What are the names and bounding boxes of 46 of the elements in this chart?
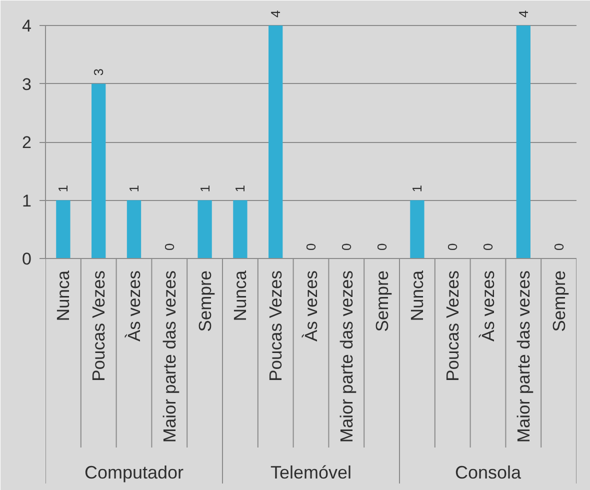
data-label: 0 xyxy=(480,243,496,250)
x-tick-label: Sempre xyxy=(548,270,569,332)
data-label: 4 xyxy=(516,10,531,18)
x-tick-label: Nunca xyxy=(53,270,74,322)
text: Telemóvel xyxy=(270,462,352,482)
x-tick-label: Maior parte das vezes xyxy=(159,270,180,443)
x-tick-label: Às vezes xyxy=(478,270,498,342)
bar xyxy=(516,26,530,258)
x-tick-label: Sempre xyxy=(372,270,392,332)
x-tick-label: Às vezes xyxy=(301,270,321,342)
bar xyxy=(268,26,283,258)
x-tick-label: Poucas Vezes xyxy=(266,270,286,382)
data-label: 3 xyxy=(91,68,106,76)
text: Computador xyxy=(84,462,184,482)
data-label: 1 xyxy=(56,185,71,192)
data-label: 1 xyxy=(410,185,425,192)
bar xyxy=(92,84,106,258)
data-label: 0 xyxy=(162,243,177,250)
x-tick-label: Nunca xyxy=(407,270,428,322)
data-label: 1 xyxy=(232,185,248,192)
data-label: 0 xyxy=(551,243,566,250)
x-tick-label: Nunca xyxy=(230,270,250,322)
x-tick-label: Maior parte das vezes xyxy=(336,270,356,443)
y-tick-label: 0 xyxy=(22,250,32,268)
data-label: 0 xyxy=(338,243,354,250)
bar xyxy=(56,200,70,258)
y-tick-label: 4 xyxy=(22,16,32,36)
data-label: 0 xyxy=(304,243,318,250)
x-tick-label: Poucas Vezes xyxy=(88,270,109,382)
x-tick-label: Às vezes xyxy=(124,270,144,342)
data-label: 1 xyxy=(126,185,142,192)
bar xyxy=(198,200,212,258)
data-label: 4 xyxy=(268,10,284,18)
data-label: 0 xyxy=(445,243,460,250)
bar xyxy=(126,200,142,258)
x-tick-label: Sempre xyxy=(194,270,215,332)
y-tick-label: 3 xyxy=(22,74,32,94)
x-tick-label: Maior parte das vezes xyxy=(513,270,534,443)
data-label: 1 xyxy=(197,185,212,192)
bar xyxy=(410,200,424,258)
text: Consola xyxy=(454,462,522,482)
y-tick-label: 1 xyxy=(22,191,32,210)
x-tick-label: Poucas Vezes xyxy=(442,270,463,382)
bar xyxy=(233,200,248,258)
y-tick-label: 2 xyxy=(22,133,32,152)
data-label: 0 xyxy=(374,243,390,250)
